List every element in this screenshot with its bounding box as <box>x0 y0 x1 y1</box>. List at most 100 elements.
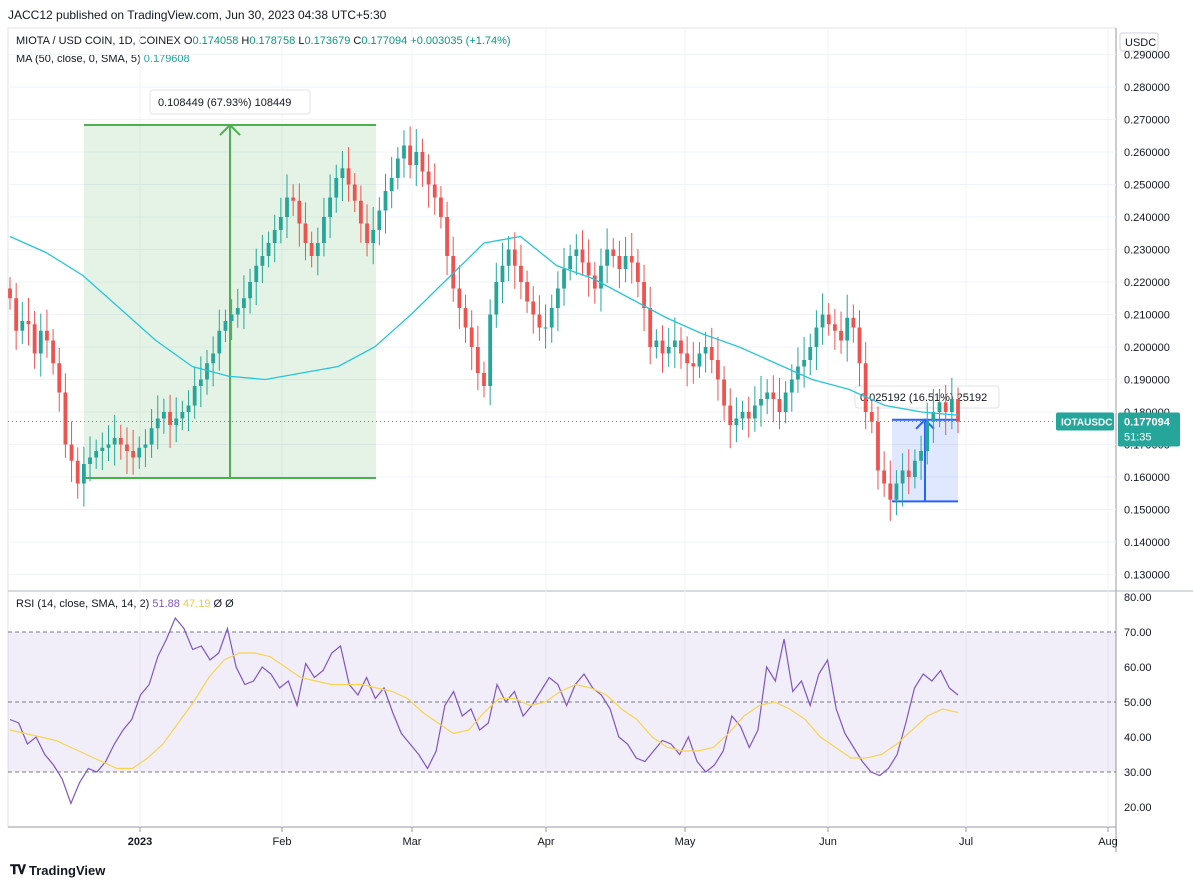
candle-body <box>297 200 302 224</box>
candle-body <box>752 405 757 419</box>
candle-body <box>888 483 893 500</box>
candle-body <box>81 464 86 484</box>
candle-body <box>20 321 25 331</box>
candle-body <box>328 197 332 217</box>
candle-body <box>106 444 111 448</box>
price-tick-label: 0.210000 <box>1124 310 1170 322</box>
candle-body <box>217 330 222 354</box>
rsi-extra-1: Ø <box>213 598 223 610</box>
price-tick-label: 0.140000 <box>1124 537 1170 549</box>
candle-body <box>395 158 400 178</box>
candle-body <box>69 444 74 461</box>
candle-body <box>420 152 425 172</box>
symbol-badge <box>1056 412 1114 431</box>
legend-l-label: L <box>298 35 305 47</box>
rsi-label: RSI (14, close, SMA, 14, 2) <box>16 598 150 610</box>
candle-body <box>131 451 136 458</box>
candle-body <box>88 457 92 464</box>
time-label: May <box>675 836 696 848</box>
candle-body <box>882 470 887 484</box>
time-label: Feb <box>273 836 292 848</box>
legend-c-label: C <box>353 35 362 47</box>
candle-body <box>636 262 640 282</box>
ma-value: 0.179608 <box>143 53 190 65</box>
candle-body <box>519 265 523 282</box>
candle-body <box>740 412 745 419</box>
countdown-value: 51:35 <box>1124 431 1152 443</box>
candle-body <box>278 217 283 230</box>
candle-body <box>358 200 363 224</box>
price-tick-label: 0.130000 <box>1124 570 1170 582</box>
currency-badge[interactable] <box>1119 32 1159 52</box>
rsi-ma-line <box>9 652 959 770</box>
candle-body <box>168 412 172 425</box>
candle-body <box>143 444 148 448</box>
candle-body <box>857 327 862 364</box>
candle-body <box>291 197 296 201</box>
time-label: Aug <box>1098 836 1118 848</box>
candle-body <box>839 330 843 341</box>
rsi-tick-label: 80.00 <box>1124 592 1152 604</box>
candle-body <box>919 451 923 461</box>
candle-body <box>654 340 659 347</box>
candle-body <box>469 327 474 347</box>
candle-body <box>617 256 622 269</box>
time-label: Jul <box>959 836 973 848</box>
rsi-extra-2: Ø <box>225 598 234 610</box>
candle-body <box>463 308 468 328</box>
candle-body <box>205 363 209 380</box>
symbol-badge-text: IOTAUSDC <box>1061 417 1112 428</box>
candle-body <box>808 347 813 360</box>
rsi-tick-label: 20.00 <box>1124 802 1152 814</box>
candle-body <box>851 317 856 328</box>
candle-body <box>235 308 240 315</box>
footer-brand: TradingView <box>29 862 106 878</box>
candle-body <box>759 399 763 406</box>
last-price-value: 0.177094 <box>1124 416 1171 428</box>
candle-body <box>402 145 406 159</box>
candle-body <box>8 288 12 299</box>
candle-body <box>445 217 449 256</box>
rsi-legend[interactable]: RSI (14, close, SMA, 14, 2) 51.88 47.19 … <box>16 598 234 610</box>
candle-body <box>580 249 585 263</box>
candle-body <box>475 347 480 373</box>
candle-body <box>925 421 930 451</box>
candle-body <box>180 412 185 419</box>
candle-body <box>611 249 616 256</box>
rsi-ma-value: 47.19 <box>182 598 211 610</box>
candle-body <box>876 421 880 471</box>
green-measure-label-box <box>149 89 311 115</box>
candle-body <box>943 402 948 412</box>
tradingview-footer[interactable]: 𝐓𝐕 TradingView <box>10 862 105 878</box>
price-tick-label: 0.160000 <box>1124 472 1170 484</box>
candle-body <box>789 379 794 393</box>
candle-body <box>937 402 942 412</box>
candle-body <box>629 256 634 263</box>
measure-tools[interactable]: 0.108449 (67.93%) 108449 0.025192 (16.51%… <box>84 89 1000 503</box>
candle-body <box>894 483 899 500</box>
published-header: JACC12 published on TradingView.com, Jun… <box>8 8 387 22</box>
candle-body <box>482 373 486 386</box>
candle-body <box>315 243 320 256</box>
candle-body <box>845 317 850 341</box>
candle-body <box>568 256 573 269</box>
time-label: Apr <box>537 836 554 848</box>
price-tick-label: 0.230000 <box>1124 245 1170 257</box>
price-tick-label: 0.270000 <box>1124 115 1170 127</box>
ma-label: MA (50, close, 0, SMA, 5) <box>16 53 141 65</box>
candle-body <box>45 330 49 341</box>
candle-body <box>820 314 825 328</box>
last-price-badge <box>1118 412 1180 447</box>
ma-line <box>9 235 959 416</box>
ma-legend[interactable]: MA (50, close, 0, SMA, 5) 0.179608 <box>16 53 190 65</box>
rsi-line <box>9 616 959 806</box>
candle-body <box>303 223 308 243</box>
candle-body <box>365 223 369 243</box>
candle-body <box>198 379 203 386</box>
candle-body <box>703 347 708 354</box>
candle-body <box>666 347 671 354</box>
candle-body <box>223 321 228 331</box>
candle-body <box>371 230 376 243</box>
ma-layer <box>9 235 959 416</box>
